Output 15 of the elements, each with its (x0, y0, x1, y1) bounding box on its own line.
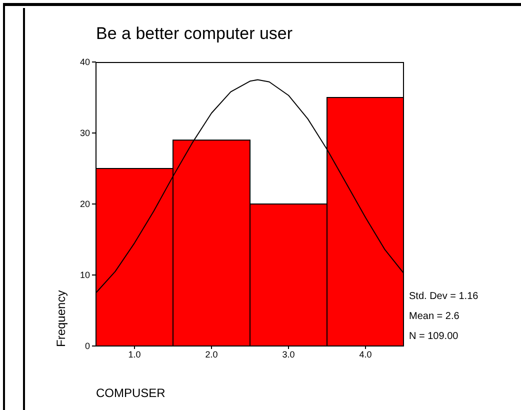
chart-title: Be a better computer user (96, 24, 293, 44)
y-tick-label: 0 (84, 341, 90, 352)
y-tick-label: 40 (80, 57, 90, 68)
y-tick-label: 10 (80, 270, 90, 280)
x-tick-label: 2.0 (205, 349, 218, 360)
text: Mean = 2.6 (409, 311, 460, 322)
x-tick-label: 4.0 (359, 349, 372, 360)
y-tick-label: 20 (80, 199, 90, 210)
text: Std. Dev = 1.16 (409, 291, 478, 302)
x-axis-title: COMPUSER (96, 386, 166, 400)
x-tick-label: 3.0 (282, 349, 295, 360)
x-tick-label: 1.0 (128, 349, 141, 360)
y-axis-title: Frequency (54, 290, 68, 347)
text: N = 109.00 (409, 331, 458, 342)
y-tick-label: 30 (80, 128, 90, 138)
